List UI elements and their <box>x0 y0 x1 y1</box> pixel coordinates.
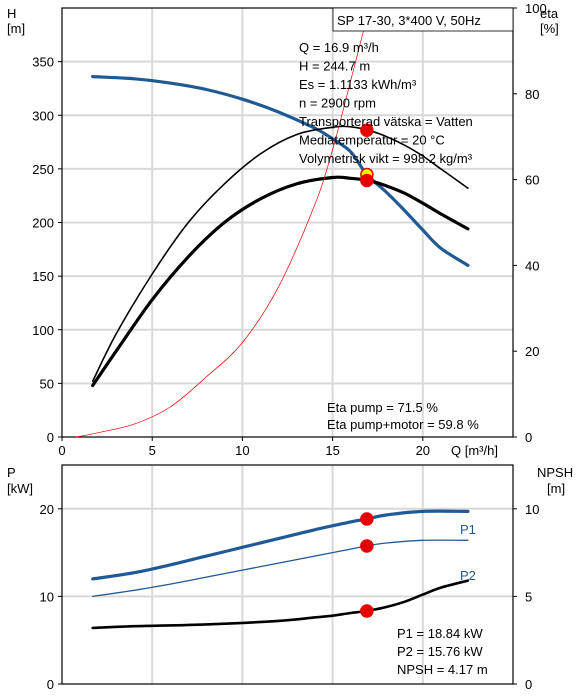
left-tick-label: 150 <box>32 269 54 284</box>
bottom-panel: 0 10 20 0 5 10 P [kW] NPSH [m] P1 P2 P1 = 18… <box>7 464 573 692</box>
right-tick-label: 0 <box>525 430 532 445</box>
eta-line: Eta pump+motor = 59.8 % <box>327 417 479 432</box>
info-line: Es = 1.1133 kWh/m³ <box>299 77 417 92</box>
info-line: NPSH = 4.17 m <box>397 662 488 677</box>
info-line: H = 244.7 m <box>299 59 370 74</box>
series-line-2 <box>92 539 469 598</box>
left-tick-label: 250 <box>32 162 54 177</box>
x-axis-label: Q [m³/h] <box>451 443 498 458</box>
left-tick-label: 350 <box>32 55 54 70</box>
series-label-p1: P1 <box>460 522 476 537</box>
x-tick-label: 10 <box>235 443 249 458</box>
top-right-axis-ticks: 0 20 40 60 80 100 <box>513 1 547 445</box>
info-line: P1 = 18.84 kW <box>397 626 483 641</box>
left-tick-label: 100 <box>32 323 54 338</box>
right-tick-label: 60 <box>525 173 539 188</box>
series-line-3 <box>91 175 470 388</box>
operating-point-1 <box>360 512 374 526</box>
series-line-2 <box>91 125 469 382</box>
series-label-p2: P2 <box>460 568 476 583</box>
right-tick-label: 5 <box>525 589 532 604</box>
top-operating-points <box>360 123 374 188</box>
eta-line: Eta pump = 71.5 % <box>327 400 438 415</box>
left-tick-label: 0 <box>47 677 54 692</box>
bottom-info-text: P1 = 18.84 kW P2 = 15.76 kW NPSH = 4.17 m <box>397 626 488 677</box>
bottom-plot-frame <box>61 464 514 685</box>
bottom-left-axis-label-1: P <box>7 465 16 480</box>
info-line: Q = 16.9 m³/h <box>299 40 379 55</box>
bottom-right-axis-ticks: 0 5 10 <box>513 502 539 692</box>
right-tick-label: 40 <box>525 258 539 273</box>
x-tick-label: 20 <box>416 443 430 458</box>
series-line-3 <box>91 579 470 630</box>
x-tick-label: 0 <box>58 443 65 458</box>
info-line: Volymetrisk vikt = 998.2 kg/m³ <box>299 151 473 166</box>
left-tick-label: 10 <box>40 589 54 604</box>
right-tick-label: 80 <box>525 87 539 102</box>
bottom-grid <box>62 465 513 684</box>
bottom-left-axis-label-2: [kW] <box>7 481 33 496</box>
right-tick-label: 20 <box>525 344 539 359</box>
bottom-series <box>91 509 470 630</box>
series-line-1 <box>91 509 470 581</box>
info-line: n = 2900 rpm <box>299 96 376 111</box>
info-line: P2 = 15.76 kW <box>397 644 483 659</box>
series-line-1 <box>91 75 470 267</box>
right-tick-label: 10 <box>525 502 539 517</box>
top-info-text: Q = 16.9 m³/h H = 244.7 m Es = 1.1133 kWh/… <box>299 40 473 166</box>
left-tick-label: 200 <box>32 216 54 231</box>
left-tick-label: 300 <box>32 108 54 123</box>
left-tick-label: 50 <box>40 376 54 391</box>
top-grid <box>62 8 513 437</box>
series-line-4 <box>76 17 368 438</box>
chart-title: SP 17-30, 3*400 V, 50Hz <box>337 13 481 28</box>
bottom-operating-points <box>360 512 374 618</box>
top-x-axis-ticks: 0 5 10 15 20 <box>58 437 430 458</box>
operating-point-3 <box>360 173 374 188</box>
info-line: Transporterad vätska = Vatten <box>299 114 473 129</box>
top-eta-text: Eta pump = 71.5 % Eta pump+motor = 59.8 % <box>327 400 479 432</box>
left-tick-label: 20 <box>40 502 54 517</box>
x-tick-label: 5 <box>149 443 156 458</box>
top-series <box>76 17 470 438</box>
top-left-axis-label-1: H <box>7 6 16 21</box>
x-tick-label: 15 <box>325 443 339 458</box>
left-tick-label: 0 <box>47 430 54 445</box>
operating-point-2 <box>360 123 374 138</box>
title-box <box>332 7 514 32</box>
right-tick-label: 100 <box>525 1 547 16</box>
bottom-right-axis-label-2: [m] <box>547 481 565 496</box>
right-tick-label: 0 <box>525 677 532 692</box>
top-panel: 0 50 100 150 200 250 300 350 0 20 40 60 80 100 0 5 10 1… <box>7 1 559 458</box>
bottom-right-axis-label-1: NPSH <box>537 465 573 480</box>
bottom-left-axis-ticks: 0 10 20 <box>40 502 62 692</box>
info-line: Mediatemperatur = 20 °C <box>299 133 445 148</box>
top-left-axis-label-2: [m] <box>7 21 25 36</box>
top-left-axis-ticks: 0 50 100 150 200 250 300 350 <box>32 55 62 445</box>
operating-point-2 <box>360 539 374 553</box>
top-right-axis-label-1: eta <box>540 6 559 21</box>
top-right-axis-label-2: [%] <box>540 21 559 36</box>
operating-point-3 <box>360 604 374 618</box>
